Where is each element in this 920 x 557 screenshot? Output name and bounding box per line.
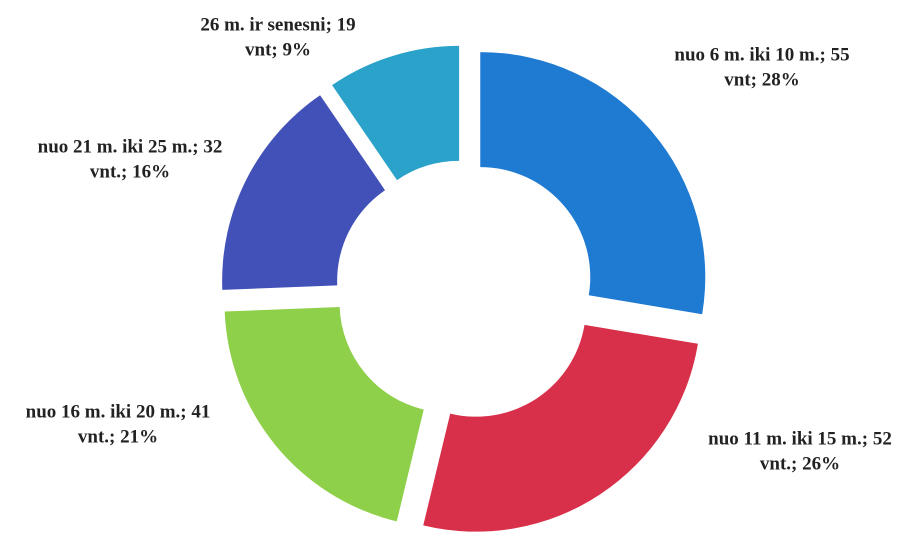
segment-label: nuo 6 m. iki 10 m.; 55 vnt; 28%: [662, 43, 862, 92]
segment-label: 26 m. ir senesni; 19 vnt; 9%: [183, 13, 373, 62]
segment-label: nuo 16 m. iki 20 m.; 41 vnt.; 21%: [18, 400, 218, 449]
value-label: 19 vnt; 9%: [245, 14, 356, 60]
category-label: nuo 11 m. iki 15 m.;: [708, 428, 869, 450]
donut-segment: [423, 324, 698, 532]
segment-label: nuo 21 m. iki 25 m.; 32 vnt.; 16%: [30, 135, 230, 184]
category-label: 26 m. ir senesni;: [200, 14, 332, 36]
value-label: 32 vnt.; 16%: [89, 136, 223, 182]
segment-label: nuo 11 m. iki 15 m.; 52 vnt.; 26%: [700, 427, 900, 476]
donut-segment: [480, 52, 706, 315]
value-label: 55 vnt; 28%: [724, 44, 850, 90]
category-label: nuo 21 m. iki 25 m.;: [37, 136, 199, 158]
donut-segment: [332, 45, 460, 181]
value-label: 52 vnt.; 26%: [759, 428, 892, 474]
donut-segment: [222, 95, 386, 290]
donut-segment: [224, 307, 424, 522]
category-label: nuo 16 m. iki 20 m.;: [25, 401, 187, 423]
category-label: nuo 6 m. iki 10 m.;: [674, 44, 826, 66]
value-label: 41 vnt.; 21%: [77, 401, 211, 447]
